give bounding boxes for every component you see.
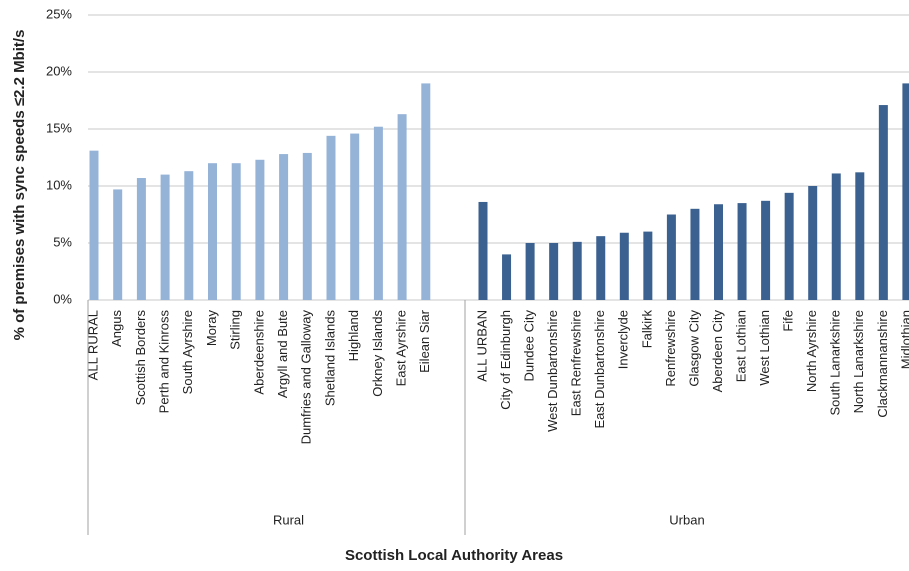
x-tick-label: Highland: [346, 310, 361, 361]
y-axis-title: % of premises with sync speeds ≤2.2 Mbit…: [11, 30, 28, 341]
group-label: Urban: [669, 512, 704, 527]
y-tick-label: 20%: [46, 63, 72, 78]
bar: [737, 203, 747, 300]
y-tick-label: 5%: [53, 234, 72, 249]
x-tick-label: ALL RURAL: [85, 310, 100, 380]
x-tick-label: Aberdeenshire: [251, 310, 266, 395]
x-tick-label: ALL URBAN: [474, 310, 489, 382]
x-tick-label: North Ayrshire: [804, 310, 819, 392]
bar: [502, 254, 512, 300]
bar: [136, 178, 146, 300]
bar: [113, 189, 123, 300]
x-tick-label: West Dunbartonshire: [545, 310, 560, 432]
x-tick-label: East Dunbartonshire: [592, 310, 607, 429]
bar: [478, 201, 488, 300]
x-tick-label: South Lanarkshire: [828, 310, 843, 416]
bar: [572, 241, 582, 300]
x-tick-label: North Lanarkshire: [851, 310, 866, 413]
bar: [397, 114, 407, 301]
x-tick-label: East Ayrshire: [394, 310, 409, 386]
bar: [525, 243, 535, 300]
bar: [761, 200, 771, 300]
bar: [784, 192, 794, 300]
x-tick-label: Renfrewshire: [663, 310, 678, 387]
bar: [831, 173, 841, 300]
bar: [421, 83, 431, 301]
bar: [302, 152, 312, 300]
bar: [549, 243, 559, 300]
x-tick-label: Scottish Borders: [133, 310, 148, 406]
bar: [208, 163, 217, 300]
bar: [279, 154, 289, 300]
bar: [160, 174, 170, 300]
y-tick-label: 10%: [46, 177, 72, 192]
x-tick-label: Midlothian: [898, 310, 909, 369]
group-label: Rural: [273, 512, 304, 527]
y-tick-label: 25%: [46, 6, 72, 21]
x-tick-label: Perth and Kinross: [157, 310, 172, 414]
bar: [350, 133, 360, 300]
y-tick-label: 15%: [46, 120, 72, 135]
x-tick-label: Aberdeen City: [710, 310, 725, 393]
x-tick-label: Falkirk: [639, 310, 654, 349]
x-axis-title: Scottish Local Authority Areas: [345, 547, 563, 564]
bar: [231, 163, 241, 300]
x-tick-label: Glasgow City: [686, 310, 701, 387]
y-tick-label: 0%: [53, 291, 72, 306]
bar: [902, 83, 909, 301]
x-tick-label: Stirling: [228, 310, 243, 350]
bar: [255, 159, 265, 300]
x-tick-label: Orkney Islands: [370, 310, 385, 397]
bar: [878, 105, 888, 300]
bar: [596, 236, 606, 300]
bar: [808, 186, 818, 300]
bar: [666, 214, 676, 300]
x-tick-label: Dumfries and Galloway: [299, 310, 314, 445]
x-tick-label: East Lothian: [733, 310, 748, 382]
x-tick-label: Fife: [781, 310, 796, 332]
bar: [373, 126, 383, 300]
bar: [89, 150, 99, 300]
bar: [184, 171, 194, 300]
x-tick-label: Angus: [109, 310, 124, 347]
bar: [619, 232, 629, 300]
x-tick-label: Moray: [204, 310, 219, 347]
x-tick-label: Argyll and Bute: [275, 310, 290, 398]
x-tick-label: West Lothian: [757, 310, 772, 386]
bar: [714, 204, 723, 300]
x-tick-label: Dundee City: [522, 310, 537, 382]
x-tick-label: South Ayrshire: [180, 310, 195, 394]
bar: [690, 208, 700, 300]
x-tick-label: Shetland Islands: [322, 310, 337, 407]
x-tick-label: Clackmannanshire: [875, 310, 890, 418]
x-tick-label: Inverclyde: [616, 310, 631, 369]
bar: [855, 172, 865, 300]
x-tick-label: Eilean Siar: [417, 309, 432, 373]
bar: [326, 135, 336, 300]
x-tick-label: East Renfrewshire: [569, 310, 584, 416]
bar: [643, 231, 653, 300]
x-tick-label: City of Edinburgh: [498, 310, 513, 410]
